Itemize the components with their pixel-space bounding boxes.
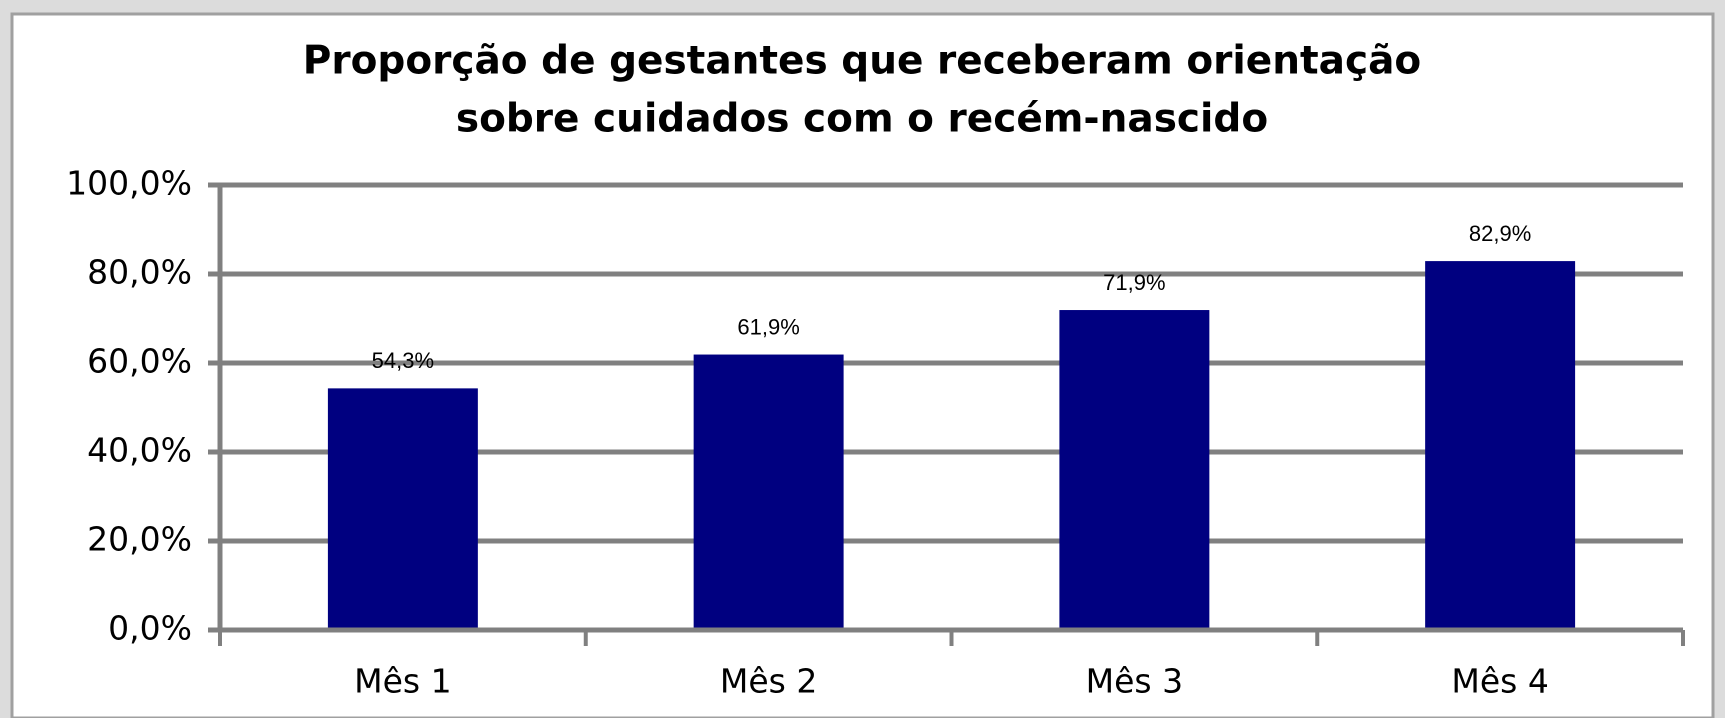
data-label: 54,3% [372,348,434,373]
x-tick-label: Mês 2 [720,662,817,701]
data-label: 71,9% [1103,270,1165,295]
x-tick-label: Mês 4 [1451,662,1548,701]
y-tick-label: 60,0% [87,342,192,381]
data-label: 82,9% [1469,221,1531,246]
y-tick-label: 0,0% [108,609,192,648]
x-tick-label: Mês 3 [1086,662,1183,701]
bar [1059,310,1210,630]
y-tick-label: 100,0% [66,164,192,203]
x-tick-label: Mês 1 [354,662,451,701]
data-label: 61,9% [737,314,799,339]
chart-title: Proporção de gestantes que receberam ori… [303,39,1421,84]
bar [693,354,844,630]
y-tick-label: 40,0% [87,431,192,470]
y-tick-label: 80,0% [87,253,192,292]
bar [1425,261,1576,630]
y-tick-label: 20,0% [87,520,192,559]
bar [327,388,478,630]
chart-title: sobre cuidados com o recém-nascido [456,97,1268,142]
